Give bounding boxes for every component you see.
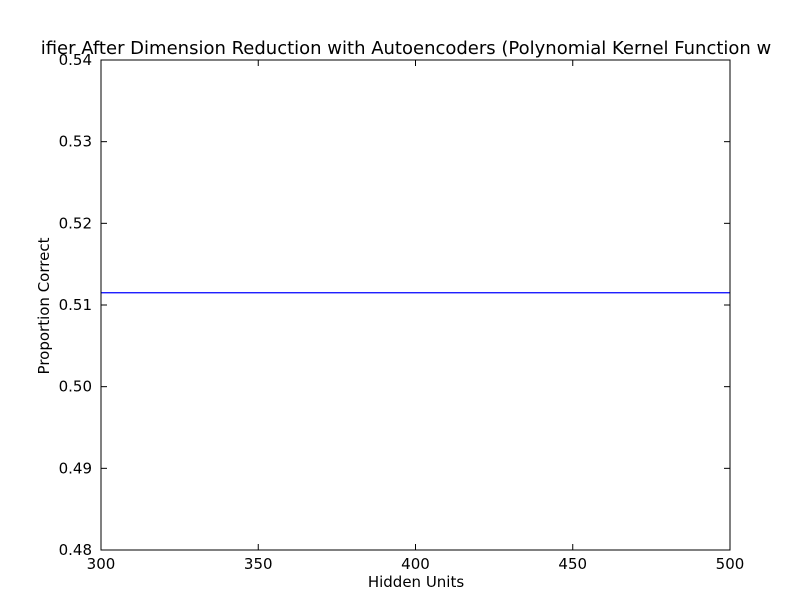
x-tick-label-1: 350 <box>244 555 273 573</box>
y-tick-label-3: 0.51 <box>59 296 92 314</box>
y-tick-label-5: 0.53 <box>59 133 92 151</box>
y-tick-label-6: 0.54 <box>59 51 92 69</box>
y-tick-label-4: 0.52 <box>59 214 92 232</box>
y-axis-ticks: 0.48 0.49 0.50 0.51 0.52 0.53 0.54 <box>59 51 730 559</box>
y-tick-label-0: 0.48 <box>59 541 92 559</box>
plot-area <box>101 60 730 550</box>
y-tick-label-1: 0.49 <box>59 459 92 477</box>
y-tick-label-2: 0.50 <box>59 378 92 396</box>
y-axis-label: Proportion Correct <box>35 237 53 374</box>
x-tick-label-0: 300 <box>87 555 116 573</box>
x-axis-label: Hidden Units <box>368 573 465 591</box>
x-tick-label-2: 400 <box>401 555 430 573</box>
chart-title: ifier After Dimension Reduction with Aut… <box>41 38 772 59</box>
x-tick-label-4: 500 <box>716 555 745 573</box>
plot-frame <box>100 59 731 551</box>
x-axis-ticks: 300 350 400 450 500 <box>87 60 745 573</box>
x-tick-label-3: 450 <box>558 555 587 573</box>
